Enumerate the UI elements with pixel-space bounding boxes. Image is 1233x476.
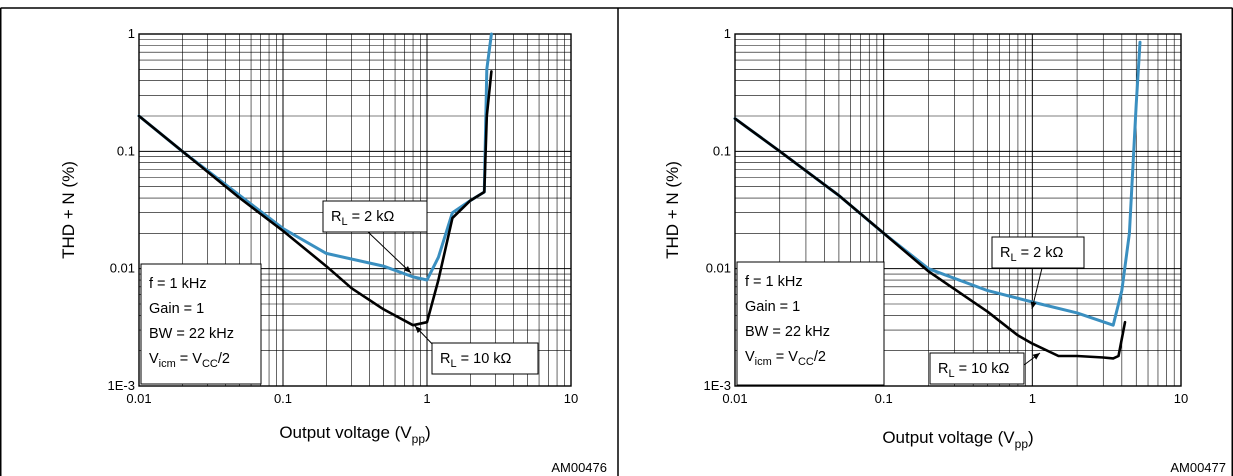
x-tick-label: 0.1	[875, 391, 893, 406]
series-label-text: RL = 10 kΩ	[440, 351, 512, 370]
arrow-head	[1030, 301, 1037, 309]
conditions-box	[140, 263, 262, 385]
x-tick-label: 1	[423, 391, 430, 406]
y-tick-label: 0.01	[706, 261, 731, 276]
y-axis-label: THD + N (%)	[663, 161, 682, 259]
series-label-box	[991, 236, 1085, 269]
condition-text: f = 1 kHz	[149, 276, 207, 292]
x-tick-label: 10	[564, 391, 578, 406]
figure-id: AM00476	[551, 460, 607, 475]
plot-area-border	[138, 33, 572, 387]
y-tick-label: 0.1	[117, 143, 135, 158]
condition-text: Gain = 1	[149, 301, 204, 317]
series-label-rl-10k: RL = 10 kΩ	[929, 352, 1041, 385]
y-tick-label: 1	[128, 26, 135, 41]
y-tick-label: 0.01	[110, 261, 135, 276]
arrow-head	[1032, 353, 1040, 360]
series-label-rl-2k: RL = 2 kΩ	[322, 200, 428, 274]
series-label-rl-10k: RL = 10 kΩ	[414, 325, 539, 375]
leader-line	[1031, 267, 1043, 310]
x-axis-label: Output voltage (Vpp)	[882, 428, 1033, 451]
grid	[139, 34, 571, 386]
y-tick-label: 1E-3	[108, 378, 135, 393]
series-label-rl-2k: RL = 2 kΩ	[991, 236, 1085, 310]
condition-text: Gain = 1	[745, 299, 800, 315]
condition-text: BW = 22 kHz	[745, 324, 830, 340]
y-tick-label: 0.1	[713, 143, 731, 158]
condition-text: f = 1 kHz	[745, 274, 803, 290]
series-line-rl-10k	[733, 117, 1127, 360]
series-label-text: RL = 2 kΩ	[1000, 245, 1063, 264]
figure-frame	[0, 7, 1233, 476]
series-line-rl-10k	[137, 70, 493, 327]
y-axis-label: THD + N (%)	[59, 161, 78, 259]
x-tick-label: 0.01	[722, 391, 747, 406]
condition-text: Vicm = VCC/2	[149, 351, 230, 370]
conditions-box	[736, 261, 885, 386]
x-tick-label: 0.01	[126, 391, 151, 406]
plot-area-border	[734, 33, 1182, 387]
series-label-box	[431, 342, 539, 375]
figure-id: AM00477	[1170, 460, 1226, 475]
x-axis-label: Output voltage (Vpp)	[279, 423, 430, 446]
condition-text: BW = 22 kHz	[149, 326, 234, 342]
condition-text: Vicm = VCC/2	[745, 349, 826, 368]
y-tick-label: 1	[724, 26, 731, 41]
series-label-text: RL = 2 kΩ	[331, 209, 394, 228]
leader-line	[367, 231, 412, 274]
y-tick-label: 1E-3	[704, 378, 731, 393]
arrow-head	[415, 326, 422, 334]
x-tick-label: 1	[1029, 391, 1036, 406]
series-label-text: RL = 10 kΩ	[938, 361, 1010, 380]
series-label-box	[322, 200, 428, 233]
x-tick-label: 0.1	[274, 391, 292, 406]
x-tick-label: 10	[1174, 391, 1188, 406]
arrow-head	[403, 266, 411, 273]
series-label-box	[929, 352, 1025, 385]
